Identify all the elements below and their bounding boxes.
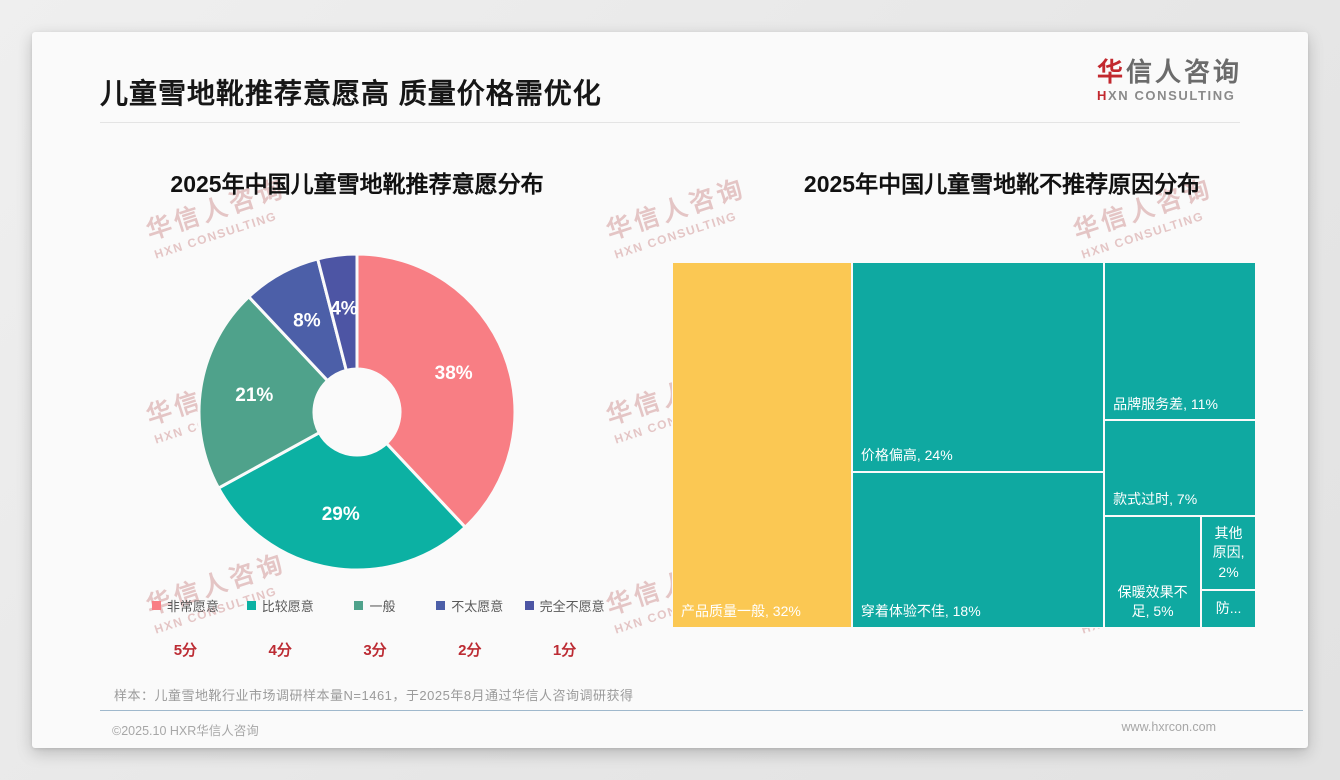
treemap-cell-label: 其他 原因, 2% [1212, 524, 1245, 580]
legend-swatch [354, 601, 364, 610]
legend-block: 非常愿意 比较愿意 一般 不太愿意 完全不愿意 5分 4分 3分 2分 1分 [138, 596, 612, 660]
score-label: 1分 [552, 642, 577, 659]
legend-item-非常愿意: 非常愿意 [138, 596, 233, 615]
treemap-cell-穿着体验不佳: 穿着体验不佳, 18% [851, 472, 1105, 628]
treemap-cell-保暖效果不足: 保暖效果不 足, 5% [1104, 516, 1202, 628]
donut-data-label: 4% [330, 298, 358, 319]
treemap-cell-其他原因: 其他 原因, 2% [1201, 516, 1256, 590]
legend-swatch [524, 601, 534, 610]
donut-data-label: 8% [293, 310, 321, 331]
legend-swatch [436, 601, 446, 610]
logo-accent-char: 华 [1096, 57, 1126, 87]
donut-slice-比较愿意 [217, 431, 467, 572]
slide-card: 华信人咨询 HXN CONSULTING 华信人咨询 HXN CONSULTING 华信… [32, 32, 1308, 748]
logo-rest-chars: 信人咨询 [1125, 57, 1242, 87]
page-title: 儿童雪地靴推荐意愿高 质量价格需优化 [100, 78, 602, 109]
donut-legend: 非常愿意 比较愿意 一般 不太愿意 完全不愿意 [138, 596, 612, 615]
company-logo: 华信人咨询 HXN CONSULTING [1096, 57, 1242, 103]
donut-data-label: 21% [235, 385, 273, 406]
logo-en-rest: XN CONSULTING [1107, 87, 1236, 103]
logo-chinese-name: 华信人咨询 [1096, 57, 1242, 88]
logo-english-name: HXN CONSULTING [1097, 88, 1242, 103]
title-divider [100, 122, 1240, 123]
legend-label: 不太愿意 [451, 599, 504, 614]
treemap-cell-label: 产品质量一般, 32% [681, 603, 801, 620]
score-label: 2分 [458, 642, 482, 659]
treemap-cell-品牌服务差: 品牌服务差, 11% [1104, 262, 1256, 421]
donut-chart: 38% 29% 21% 8% 4% [195, 250, 519, 574]
sample-footnote: 样本：儿童雪地靴行业市场调研样本量N=1461，于2025年8月通过华信人咨询调… [114, 688, 634, 703]
donut-data-label: 38% [435, 363, 473, 384]
treemap-cell-label: 款式过时, 7% [1113, 491, 1198, 508]
donut-slice-非常愿意 [355, 252, 517, 529]
treemap-cell-label: 穿着体验不佳, 18% [860, 603, 981, 620]
footer-divider [100, 710, 1303, 711]
website-text: www.hxrcon.com [1121, 720, 1216, 734]
donut-slice-一般 [197, 295, 330, 490]
treemap-cell-label: 价格偏高, 24% [860, 447, 953, 464]
score-label: 4分 [268, 642, 292, 659]
treemap-cell-防...: 防... [1201, 589, 1256, 628]
legend-label: 非常愿意 [166, 599, 219, 614]
legend-label: 一般 [369, 599, 396, 614]
legend-swatch [246, 601, 256, 610]
copyright-text: ©2025.10 HXR华信人咨询 [112, 724, 259, 738]
logo-en-accent: H [1096, 87, 1108, 103]
treemap-cell-产品质量一般: 产品质量一般, 32% [672, 262, 852, 628]
legend-item-一般: 一般 [328, 596, 423, 615]
donut-slice-完全不愿意 [316, 252, 359, 372]
legend-swatch [151, 601, 161, 610]
watermark-subtext: HXN CONSULTING [1079, 208, 1206, 262]
treemap-cell-label: 品牌服务差, 11% [1113, 395, 1218, 412]
legend-item-不太愿意: 不太愿意 [422, 596, 517, 615]
treemap-cell-价格偏高: 价格偏高, 24% [851, 262, 1105, 473]
treemap-cell-label: 防... [1215, 600, 1242, 617]
score-label: 3分 [363, 642, 387, 659]
watermark-subtext: HXN CONSULTING [612, 208, 739, 262]
legend-item-完全不愿意: 完全不愿意 [517, 596, 612, 615]
score-row: 5分 4分 3分 2分 1分 [138, 639, 612, 660]
donut-chart-svg: 38% 29% 21% 8% 4% [197, 252, 517, 572]
score-label: 5分 [173, 642, 198, 659]
legend-label: 比较愿意 [261, 599, 314, 614]
treemap-chart-title: 2025年中国儿童雪地靴不推荐原因分布 [803, 171, 1201, 197]
treemap-cell-款式过时: 款式过时, 7% [1104, 420, 1256, 516]
treemap-chart: 产品质量一般, 32% 价格偏高, 24% 穿着体验不佳, 18% 品牌服务差, 11… [672, 262, 1256, 628]
treemap-cell-label: 保暖效果不 足, 5% [1117, 583, 1188, 620]
donut-chart-title: 2025年中国儿童雪地靴推荐意愿分布 [170, 171, 544, 197]
legend-item-比较愿意: 比较愿意 [233, 596, 328, 615]
donut-data-label: 29% [322, 504, 360, 525]
legend-label: 完全不愿意 [539, 599, 605, 614]
